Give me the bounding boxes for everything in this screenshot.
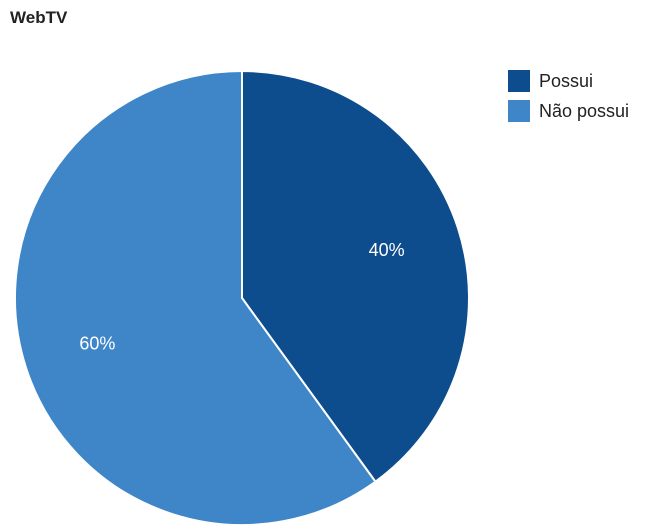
legend-item-possui: Possui xyxy=(508,70,629,92)
slice-label-possui: 40% xyxy=(369,240,405,260)
pie-slices xyxy=(14,69,470,525)
pie-slice-labels: 40% 60% xyxy=(79,240,404,354)
pie-slice-possui xyxy=(241,69,470,484)
legend-swatch-nao-possui xyxy=(508,100,530,122)
pie-slice-nao-possui xyxy=(14,69,377,525)
slice-label-nao-possui: 60% xyxy=(79,334,115,354)
chart-title: WebTV xyxy=(10,8,68,27)
legend-swatch-possui xyxy=(508,70,530,92)
legend-label-possui: Possui xyxy=(539,70,594,91)
legend-item-nao-possui: Não possui xyxy=(508,100,629,122)
legend: Possui Não possui xyxy=(508,70,629,130)
legend-label-nao-possui: Não possui xyxy=(539,100,630,121)
